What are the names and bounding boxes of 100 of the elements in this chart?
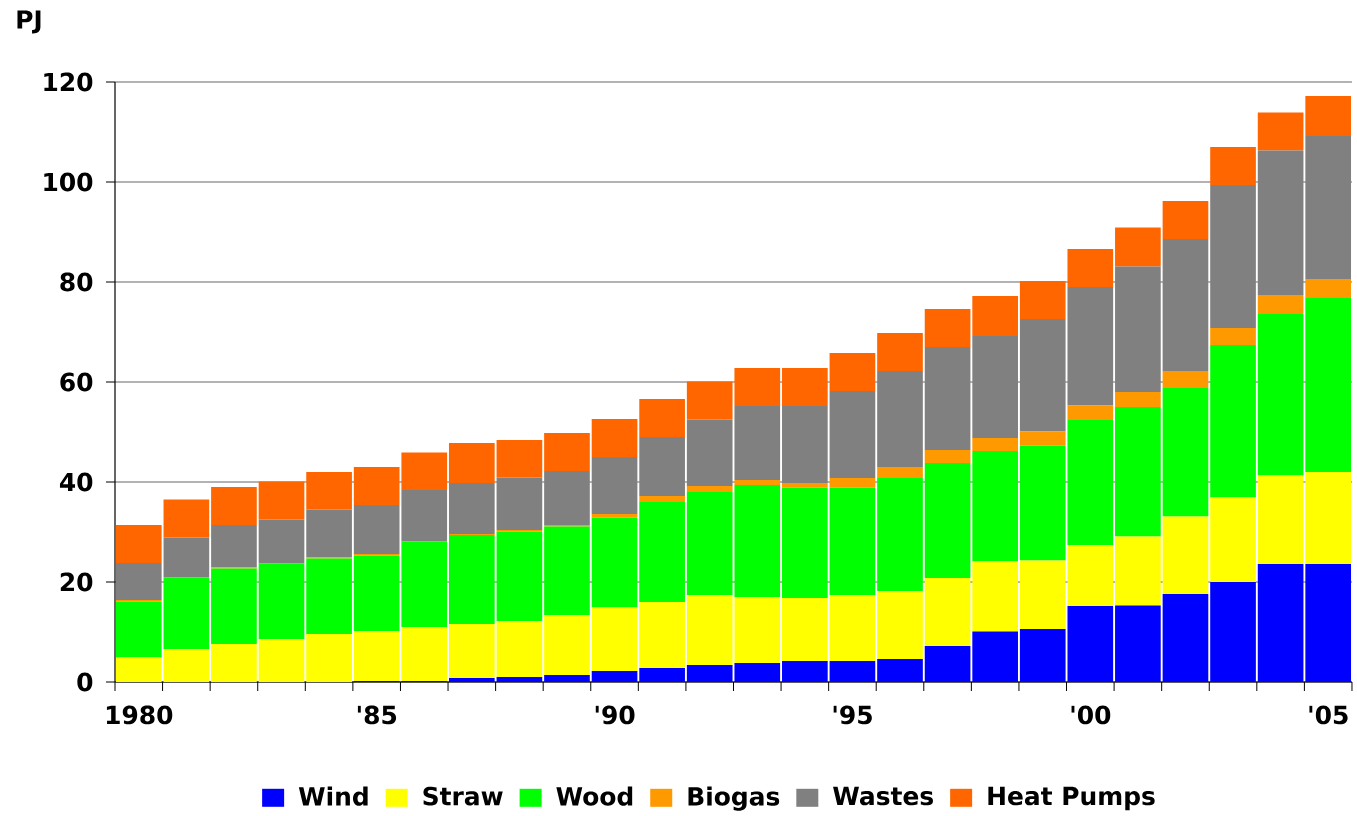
bar (163, 577, 210, 649)
bar (972, 438, 1018, 451)
bar (1305, 564, 1352, 682)
bar (1305, 298, 1352, 472)
bar (1305, 96, 1352, 136)
bar (1162, 201, 1209, 239)
bar (829, 478, 876, 488)
bar (591, 419, 638, 457)
bar (829, 391, 876, 478)
bar (448, 535, 495, 624)
bar (972, 631, 1018, 682)
bar (734, 480, 781, 485)
bar (306, 509, 352, 558)
bar (496, 621, 543, 677)
bar (1210, 497, 1256, 582)
bar (1257, 295, 1304, 314)
bar (1067, 405, 1114, 420)
bar (258, 563, 305, 639)
bar (924, 309, 971, 347)
bar (1210, 185, 1256, 328)
x-tick-label: '95 (833, 705, 872, 725)
bar (877, 333, 923, 371)
bar (924, 450, 971, 463)
bar (972, 561, 1018, 632)
bar (1257, 150, 1304, 295)
bar (1115, 407, 1161, 537)
bar (163, 649, 210, 682)
bar (1257, 112, 1304, 151)
bar (782, 406, 828, 483)
bar (924, 646, 971, 682)
legend-label: Wood (556, 786, 633, 806)
bar (686, 486, 733, 492)
bar (544, 615, 590, 675)
bar (211, 568, 257, 644)
bar (211, 644, 257, 682)
bar (1115, 605, 1161, 682)
y-tick-label: 60 (60, 372, 93, 392)
bar (1305, 279, 1352, 298)
legend-label: Biogas (688, 786, 780, 811)
bar (544, 675, 590, 682)
bar (163, 537, 210, 578)
bar (1162, 516, 1209, 594)
bar (877, 659, 923, 682)
bar (1019, 431, 1066, 446)
bar (544, 471, 590, 525)
bar (1162, 239, 1209, 371)
bar (1115, 392, 1161, 407)
x-tick-label: '90 (595, 705, 635, 725)
bar (1162, 388, 1209, 517)
bar (639, 502, 685, 602)
bar (639, 496, 685, 502)
bar (782, 661, 828, 682)
bar (1115, 227, 1161, 267)
legend-label: Wind (298, 786, 368, 806)
x-tick-label: 1980 (106, 705, 173, 725)
bar (1257, 314, 1304, 476)
bar (448, 624, 495, 678)
bar (972, 451, 1018, 562)
bar (1305, 136, 1352, 279)
y-tick-label: 20 (60, 572, 93, 592)
bar (829, 353, 876, 391)
bar (924, 347, 971, 450)
bar (1210, 345, 1256, 498)
bar (782, 368, 828, 406)
bar (1162, 371, 1209, 388)
bar (448, 678, 495, 682)
y-axis-title: PJ (17, 10, 41, 34)
bar (639, 399, 685, 437)
bar (639, 668, 685, 682)
bar (496, 440, 543, 478)
bar (211, 487, 257, 525)
bar (639, 437, 685, 496)
y-tick-label: 80 (60, 272, 93, 292)
bar (258, 639, 305, 682)
x-tick-label: '05 (1309, 705, 1348, 725)
bar (306, 472, 352, 510)
bar (115, 657, 162, 682)
bar (211, 525, 257, 568)
bar (115, 563, 162, 600)
bar (591, 514, 638, 518)
bar (782, 487, 828, 598)
y-tick-label: 120 (44, 72, 93, 92)
bar (544, 433, 590, 471)
bar (496, 677, 543, 682)
bar (115, 601, 162, 658)
bar (924, 463, 971, 578)
bar (877, 591, 923, 659)
bar (591, 607, 638, 671)
bar (829, 487, 876, 595)
y-tick-label: 40 (59, 472, 93, 492)
bar (163, 499, 210, 538)
bar (1210, 147, 1256, 185)
bar (448, 483, 495, 534)
bar (448, 443, 495, 483)
bar (1115, 266, 1161, 392)
bar (306, 558, 352, 634)
bar (782, 483, 828, 488)
bar (258, 519, 305, 564)
bar (877, 478, 923, 591)
bar (639, 602, 685, 668)
